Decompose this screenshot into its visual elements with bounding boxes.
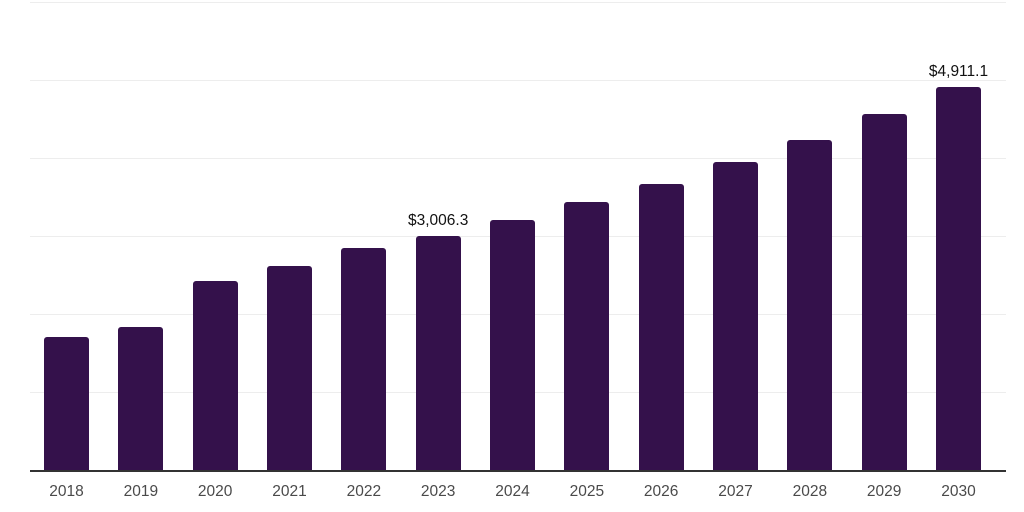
x-tick-label: 2024 [495,483,530,500]
plot-area: $3,006.3 $4,911.1 [30,2,1006,472]
bar-2024 [489,219,535,470]
value-label-2030: $4,911.1 [928,63,989,81]
bar-2021 [266,266,312,470]
value-label-2023: $3,006.3 [407,212,469,230]
x-tick-label: 2020 [197,483,233,500]
bar-2020 [192,281,238,470]
x-tick-label: 2019 [123,483,159,500]
x-tick-label: 2018 [49,483,84,500]
bar-2029 [861,113,907,470]
x-axis-labels: 2018 2019 2020 2021 2022 2023 2024 2025 2026 2027… [30,483,1006,505]
x-tick-label: 2023 [420,483,456,500]
x-tick-label: 2021 [272,483,307,500]
bar-2023 [415,235,461,470]
x-tick-label: 2022 [346,483,382,500]
x-tick-label: 2028 [792,483,828,500]
x-tick-label: 2029 [866,483,902,500]
gridline [30,2,1006,3]
x-tick-label: 2026 [643,483,679,500]
bar-2027 [712,161,758,470]
bar-2019 [118,327,164,470]
x-axis-line [30,470,1006,472]
bar-2022 [341,247,387,470]
bar-2018 [44,336,89,470]
bar-2025 [564,202,610,470]
gridline [30,80,1006,81]
x-tick-label: 2030 [941,483,976,500]
bar-2030 [935,86,981,470]
x-tick-label: 2025 [569,483,605,500]
x-tick-label: 2027 [718,483,753,500]
gridline [30,158,1006,159]
bar-2026 [638,183,684,470]
bar-2028 [787,140,833,470]
